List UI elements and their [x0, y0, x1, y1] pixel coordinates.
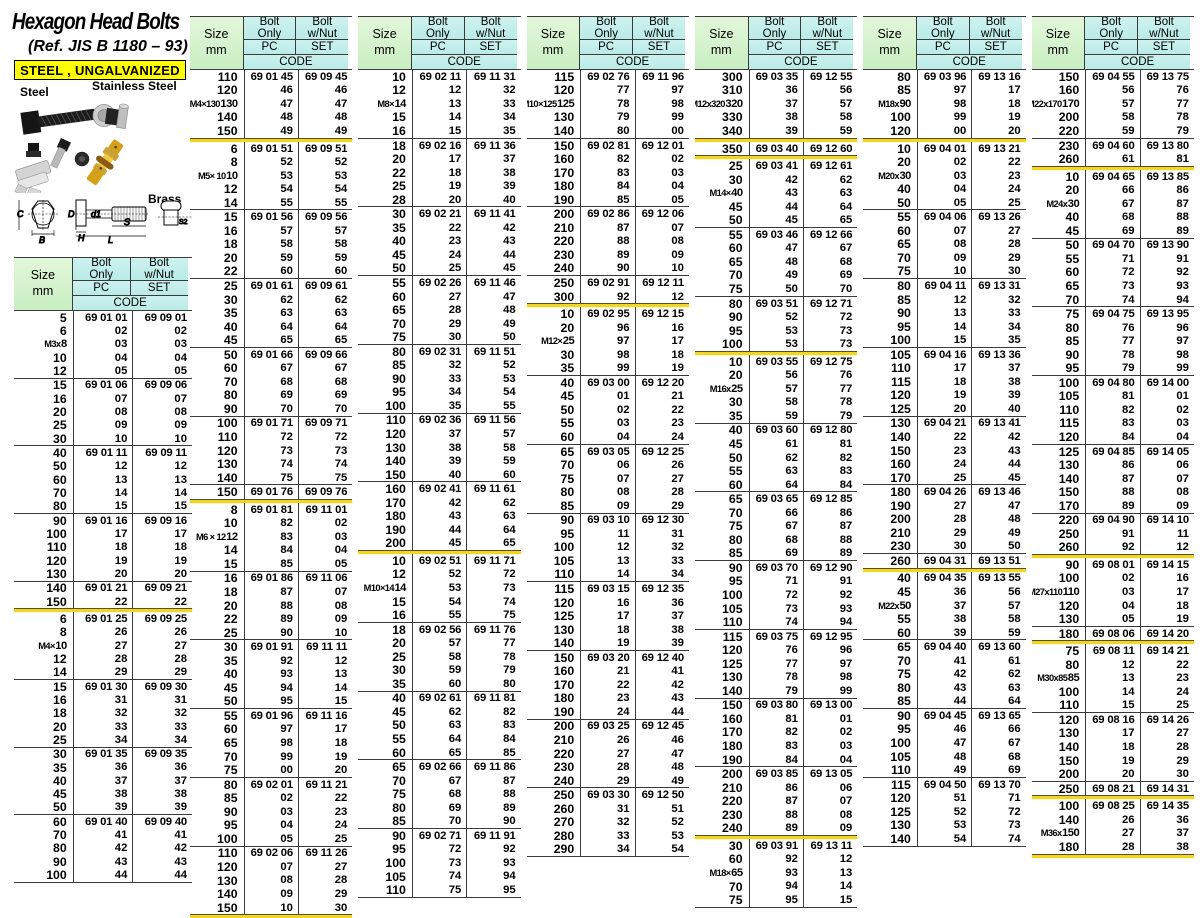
- svg-text:S2: S2: [179, 219, 188, 226]
- svg-text:D: D: [68, 209, 75, 219]
- svg-text:L: L: [108, 235, 113, 244]
- svg-text:H: H: [78, 233, 85, 243]
- svg-text:S: S: [124, 217, 130, 227]
- svg-text:C: C: [17, 209, 24, 219]
- svg-text:B: B: [39, 235, 45, 244]
- svg-text:d1: d1: [91, 209, 101, 219]
